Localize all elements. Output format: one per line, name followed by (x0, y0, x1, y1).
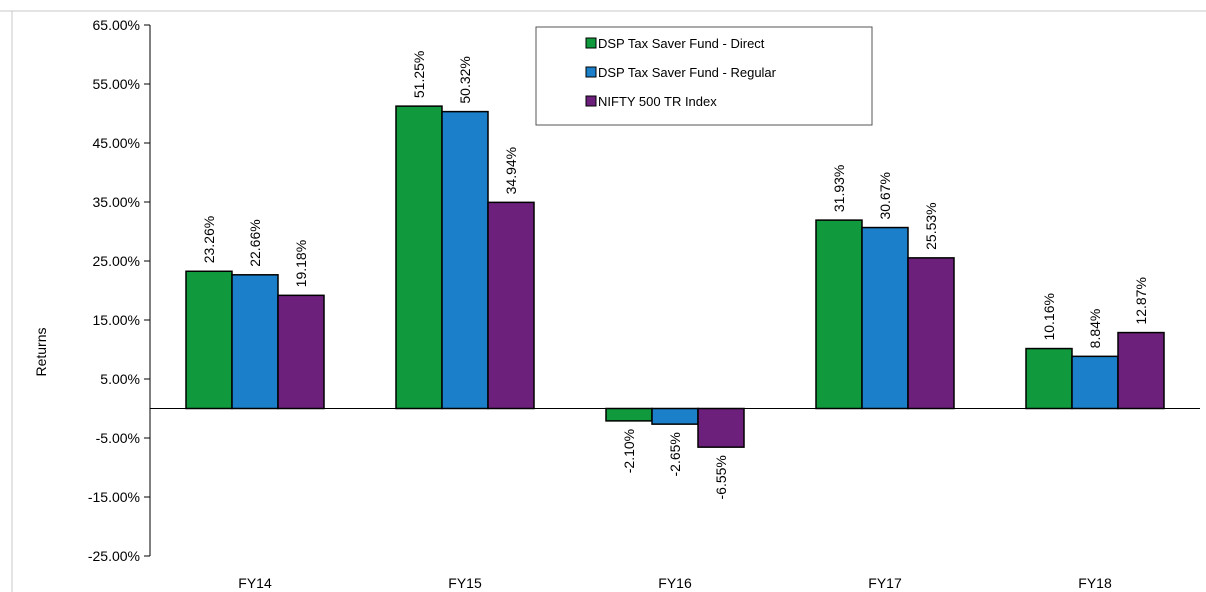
y-tick-label: -15.00% (88, 489, 140, 505)
bars-group (185, 105, 1165, 448)
x-category-label: FY15 (448, 575, 482, 591)
y-axis-title: Returns (33, 327, 49, 376)
legend-swatch (585, 95, 597, 107)
x-category-label: FY18 (1078, 575, 1112, 591)
y-tick-label: 35.00% (93, 194, 140, 210)
y-tick-label: -5.00% (96, 430, 140, 446)
data-label: 51.25% (411, 51, 427, 98)
legend-label: NIFTY 500 TR Index (598, 94, 717, 109)
bar (651, 407, 699, 425)
legend: DSP Tax Saver Fund - Direct DSP Tax Saver… (535, 26, 873, 126)
y-tick-label: 25.00% (93, 253, 140, 269)
bar (231, 274, 279, 410)
legend-label: DSP Tax Saver Fund - Direct (598, 36, 765, 51)
bar (395, 105, 443, 410)
bar (185, 270, 233, 410)
data-label: 25.53% (923, 202, 939, 249)
bar (487, 201, 535, 410)
data-label: -2.10% (621, 429, 637, 473)
bar (861, 226, 909, 410)
bar (815, 219, 863, 410)
legend-swatch (585, 66, 597, 78)
data-label: 22.66% (247, 219, 263, 266)
data-label: 30.67% (877, 172, 893, 219)
data-label: 19.18% (293, 240, 309, 287)
bar (1071, 355, 1119, 410)
data-label: 10.16% (1041, 293, 1057, 340)
y-tick-label: -25.00% (88, 548, 140, 564)
data-label: 50.32% (457, 56, 473, 103)
data-label: 23.26% (201, 216, 217, 263)
bar (1117, 331, 1165, 410)
y-tick-label: 65.00% (93, 17, 140, 33)
x-category-label: FY17 (868, 575, 902, 591)
bar (441, 110, 489, 410)
y-tick-label: 45.00% (93, 135, 140, 151)
x-category-label: FY14 (238, 575, 272, 591)
bar (605, 407, 653, 422)
legend-swatch (585, 37, 597, 49)
y-tick-label: 55.00% (93, 76, 140, 92)
data-label: -2.65% (667, 432, 683, 476)
legend-label: DSP Tax Saver Fund - Regular (598, 65, 777, 80)
y-tick-label: 15.00% (93, 312, 140, 328)
data-label: 8.84% (1087, 309, 1103, 349)
x-category-label: FY16 (658, 575, 692, 591)
data-label: -6.55% (713, 455, 729, 499)
data-label: 34.94% (503, 147, 519, 194)
bar (277, 294, 325, 410)
y-tick-label: 5.00% (100, 371, 140, 387)
bar (907, 257, 955, 410)
bar (1025, 347, 1073, 410)
data-labels-group: 23.26% 22.66% 19.18% 51.25% 50.32% 34.94% -2.1… (201, 51, 1149, 500)
data-label: 12.87% (1133, 277, 1149, 324)
bar (697, 407, 745, 448)
data-label: 31.93% (831, 165, 847, 212)
